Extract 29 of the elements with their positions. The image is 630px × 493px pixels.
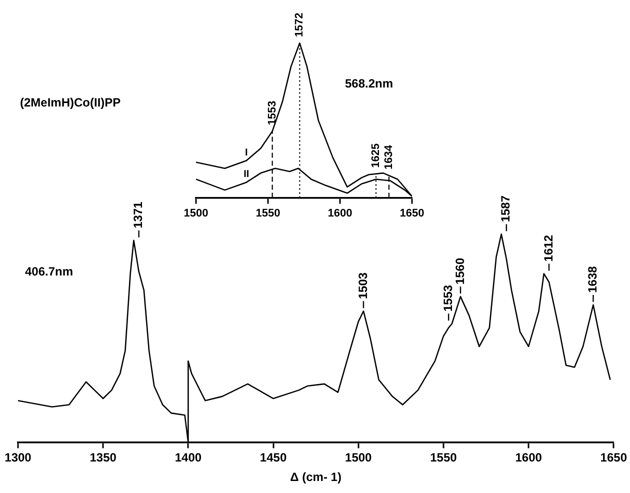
text: (2MeImH)Co(II)PP	[20, 95, 121, 110]
x-axis-title: Δ (cm- 1)	[290, 470, 342, 484]
annotation: 568.2nm	[345, 76, 394, 90]
x-tick-label: 1500	[184, 207, 208, 220]
annotation: 1560	[452, 258, 467, 285]
annotation: 1553	[440, 284, 455, 312]
x-tick-label: 1450	[260, 450, 287, 465]
x-tick-label: 1350	[90, 450, 117, 465]
x-tick-label: 1600	[515, 450, 542, 465]
ref-line-label: 1634	[382, 144, 395, 170]
annotation: 1371	[131, 201, 146, 228]
annotation: 1638	[586, 266, 600, 293]
x-tick-label: 1500	[345, 450, 372, 465]
annotation: 1503	[356, 272, 370, 300]
ref-line-label: 1553	[266, 100, 278, 126]
x-tick-label: 1300	[4, 450, 32, 465]
x-tick-label: 1650	[600, 450, 628, 465]
x-tick-label: 1650	[400, 207, 424, 220]
annotation: 1587	[498, 195, 513, 222]
annotation: 406.7nm	[25, 264, 74, 278]
ref-line-label: 1572	[294, 12, 306, 38]
annotation: 1612	[541, 234, 556, 262]
x-tick-label: 1400	[174, 450, 202, 465]
x-tick-label: 1550	[256, 207, 280, 220]
series-label: I	[245, 147, 248, 158]
x-tick-label: 1550	[430, 450, 458, 465]
ref-line-label: 1625	[370, 143, 382, 168]
series-label: II	[244, 169, 250, 180]
x-tick-label: 1600	[328, 207, 352, 220]
